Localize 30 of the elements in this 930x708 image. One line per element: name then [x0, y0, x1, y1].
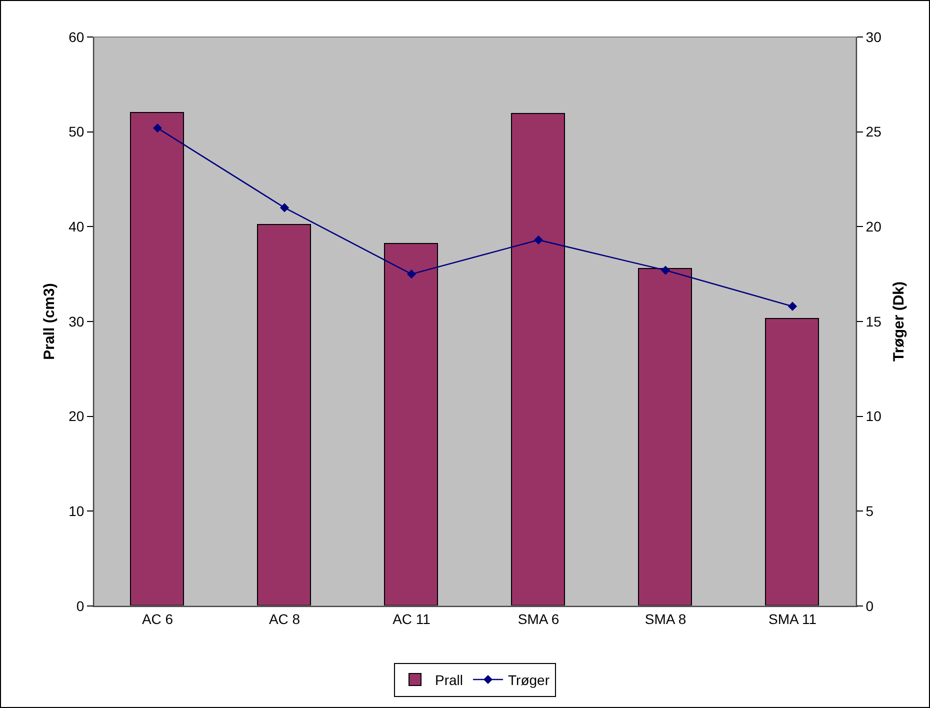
y-tick-label: 60: [68, 28, 84, 45]
y-tick-label: 10: [68, 503, 84, 520]
x-tick-label: AC 11: [392, 610, 431, 627]
y2-tick-label: 10: [866, 408, 882, 424]
y2-tick-label: 0: [866, 598, 874, 614]
point: [660, 266, 670, 275]
point: [534, 235, 544, 244]
y-tick-label: 30: [68, 313, 84, 330]
x-tick-label: SMA 11: [768, 610, 817, 627]
point: [788, 302, 798, 311]
y-tick-label: 0: [76, 598, 84, 614]
point: [406, 270, 416, 279]
y2-tick-label: 15: [866, 313, 882, 330]
x-tick-label: SMA 6: [518, 610, 560, 627]
y2-tick-label: 25: [866, 124, 882, 140]
legend-label: Prall: [435, 672, 464, 688]
y-axis-title: Prall (cm3): [41, 283, 58, 360]
y-tick-label: 40: [68, 218, 84, 235]
x-tick-label: AC 6: [142, 610, 174, 627]
y2-axis-title: Trøger (Dk): [890, 281, 908, 362]
y2-tick-label: 5: [866, 503, 874, 520]
point: [152, 123, 162, 133]
x-tick-label: SMA 8: [644, 610, 686, 627]
y-tick-label: 20: [68, 408, 84, 424]
point: [280, 203, 290, 212]
legend-label: Trøger: [508, 672, 550, 688]
x-tick-label: AC 8: [268, 610, 300, 627]
y2-tick-label: 30: [866, 28, 882, 45]
y-tick-label: 50: [68, 124, 84, 140]
y2-tick-label: 20: [866, 218, 882, 235]
